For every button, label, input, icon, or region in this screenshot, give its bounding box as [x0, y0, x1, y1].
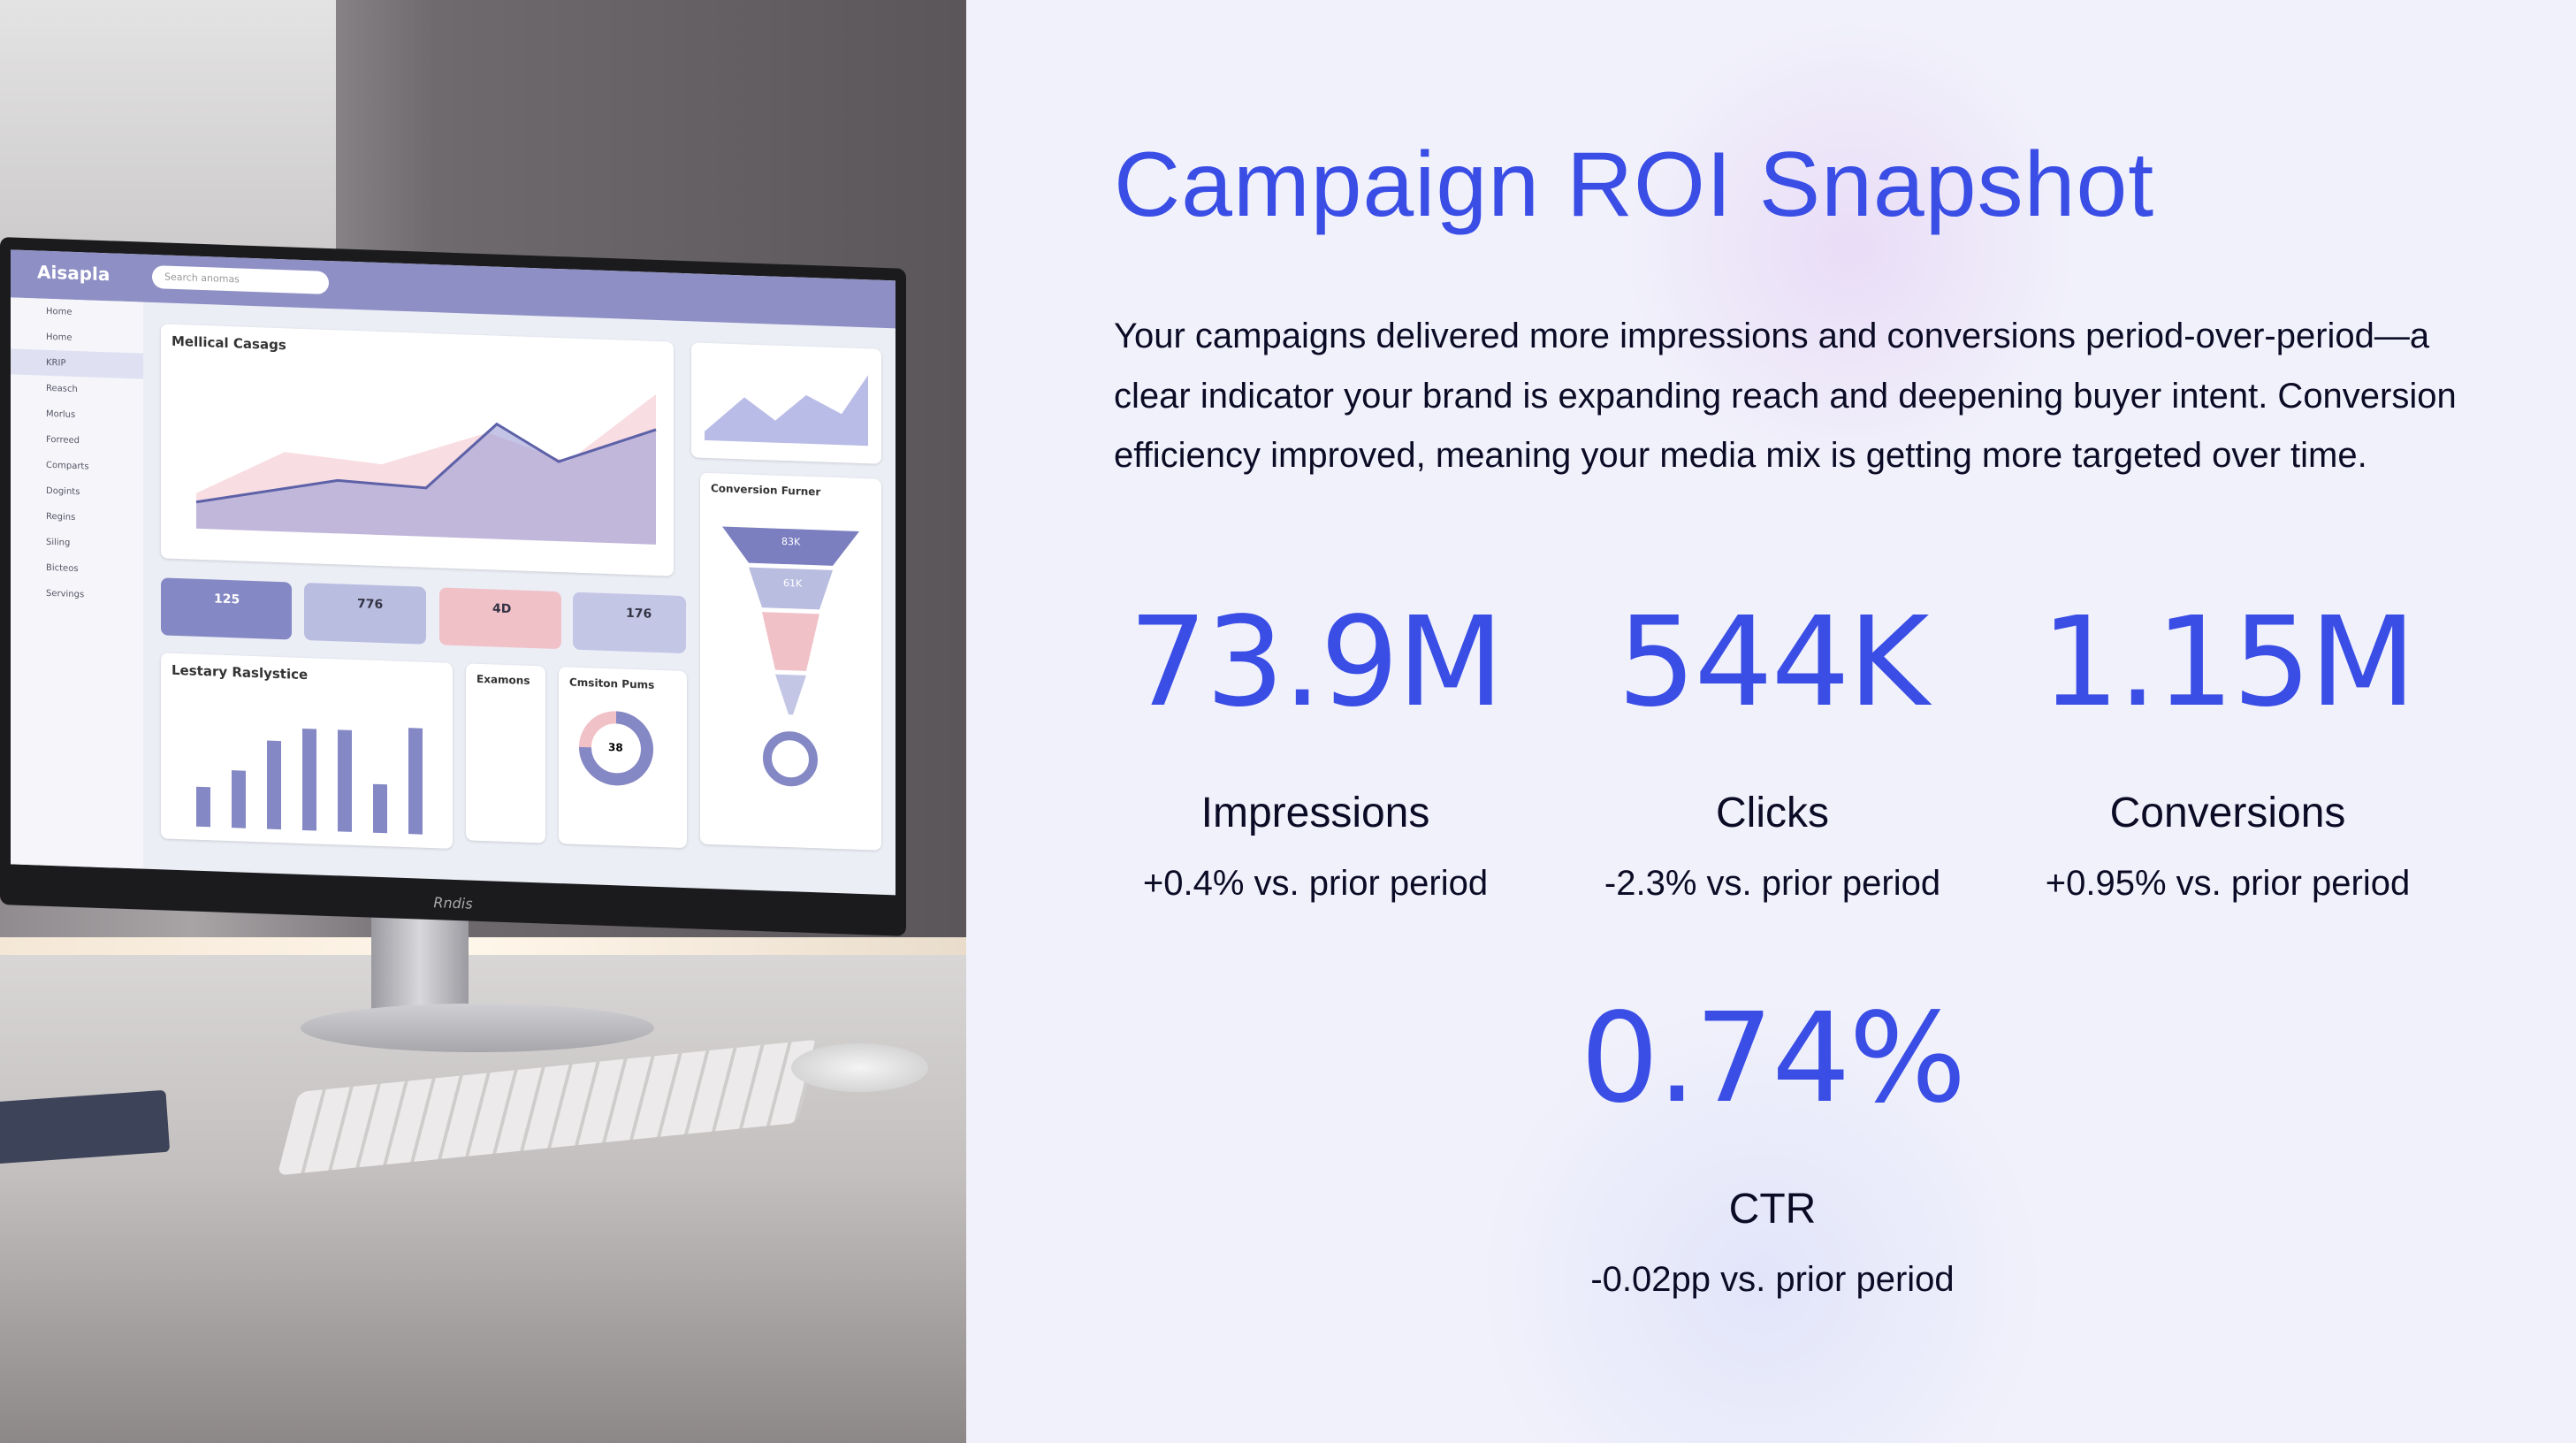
metric-clicks: 544K Clicks -2.3% vs. prior period — [1498, 601, 2046, 904]
area-chart — [195, 393, 657, 545]
metric-change: -0.02pp vs. prior period — [1590, 1260, 1955, 1299]
monitor: Aisapla Search anomas Home Home KRIP Rea… — [0, 237, 906, 936]
metric-value: 1.15M — [2040, 591, 2417, 735]
dashboard-topbar: Aisapla Search anomas — [11, 249, 896, 329]
metric-impressions: 73.9M Impressions +0.4% vs. prior period — [1041, 601, 1589, 904]
monitor-base — [301, 1004, 654, 1052]
kpi-tile: 125 — [161, 577, 292, 640]
metric-conversions: 1.15M Conversions +0.95% vs. prior perio… — [1954, 601, 2502, 904]
dashboard-search: Search anomas — [152, 265, 329, 294]
notebook — [0, 1089, 171, 1165]
donut-card: Cmsiton Pums 38 — [559, 667, 687, 849]
app-logo: Aisapla — [37, 261, 111, 286]
mini-chart-card — [691, 342, 881, 464]
kpi-tile: 4D — [439, 587, 561, 650]
metric-change: +0.95% vs. prior period — [2045, 864, 2411, 903]
metric-value: 0.74% — [1580, 987, 1967, 1131]
summary-paragraph: Your campaigns delivered more impression… — [1114, 317, 2457, 475]
mouse — [791, 1043, 928, 1092]
metric-value: 73.9M — [1128, 591, 1505, 735]
donut-value: 38 — [608, 741, 623, 754]
dashboard-screen: Aisapla Search anomas Home Home KRIP Rea… — [11, 249, 896, 896]
line-chart-card: Mellical Casags — [161, 324, 674, 576]
list-card: Examons — [466, 663, 545, 844]
bar-chart-card: Lestary Raslystice — [161, 653, 453, 849]
metric-label: Conversions — [2109, 790, 2346, 836]
metric-ctr: 0.74% CTR -0.02pp vs. prior period — [1498, 997, 2046, 1300]
metric-value: 544K — [1617, 591, 1929, 735]
metric-change: +0.4% vs. prior period — [1142, 864, 1489, 903]
kpi-tile: 176 — [573, 592, 686, 654]
metric-change: -2.3% vs. prior period — [1604, 864, 1941, 903]
funnel-value: 61K — [783, 576, 803, 590]
content-panel: Campaign ROI Snapshot Your campaigns del… — [966, 0, 2576, 1443]
card-title: Examons — [476, 672, 530, 687]
metric-label: Clicks — [1716, 790, 1829, 836]
metric-label: Impressions — [1200, 790, 1430, 836]
slide-title: Campaign ROI Snapshot — [1114, 134, 2155, 236]
funnel-value: 83K — [781, 535, 801, 548]
funnel-card: Conversion Furner 83K 61K — [700, 472, 881, 851]
kpi-tile: 776 — [304, 583, 426, 645]
dashboard-sidebar: Home Home KRIP Reasch Morlus Forreed Com… — [11, 297, 143, 869]
sidebar-item: Servings — [46, 588, 85, 600]
metric-label: CTR — [1728, 1186, 1817, 1233]
hero-photo: Aisapla Search anomas Home Home KRIP Rea… — [0, 0, 966, 1443]
